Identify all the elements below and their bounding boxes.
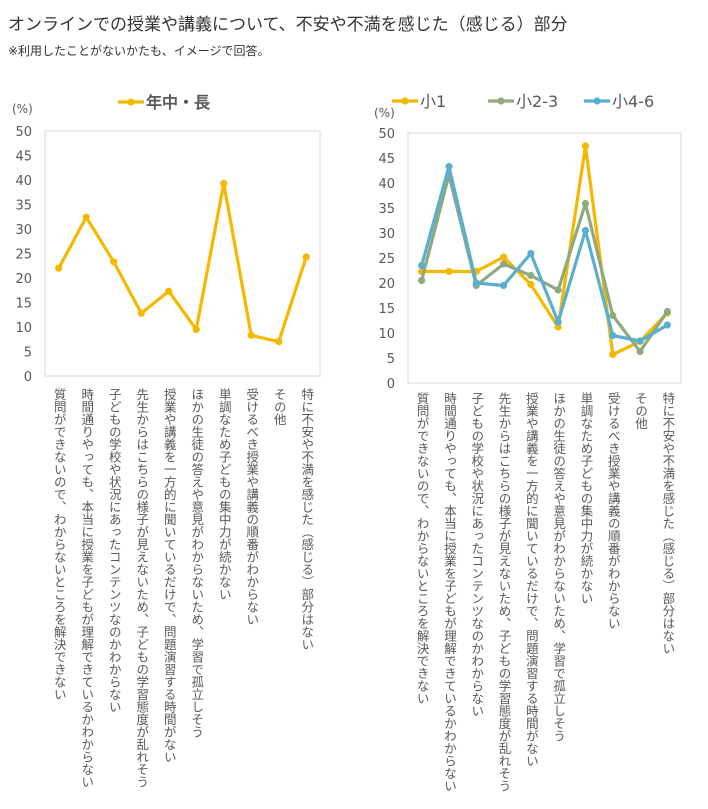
y-tick-label: 40	[378, 177, 395, 192]
y-tick-label: 35	[15, 199, 32, 214]
x-category-label: 受けるべき授業や講義の順番がわからない	[605, 392, 621, 630]
y-tick-label: 45	[378, 152, 395, 167]
data-point	[445, 162, 453, 171]
data-point	[609, 311, 617, 320]
data-point	[418, 261, 426, 270]
data-point	[609, 350, 617, 359]
y-tick-label: 25	[15, 248, 32, 263]
data-point	[663, 307, 671, 316]
y-tick-label: 50	[378, 127, 395, 142]
x-category-label: ほかの生徒の答えや意見がわからないため、学習で孤立しそう	[551, 392, 567, 742]
legend-marker	[593, 97, 601, 105]
x-category-label: 時間通りやっても、本当に授業を子どもが理解できているかわからない	[441, 392, 457, 792]
page-note: ※利用したことがないかたも、イメージで回答。	[8, 44, 270, 58]
data-point	[499, 253, 508, 261]
x-category-label: 受けるべき授業や講義の順番がわからない	[244, 388, 260, 626]
plot-area	[407, 132, 682, 384]
x-category-label: 特に不安や不満を感じた（感じる）部分はない	[299, 388, 315, 651]
data-point	[527, 249, 535, 258]
series-line-年中・長	[57, 181, 308, 344]
y-tick-label: 20	[15, 272, 32, 287]
data-point	[581, 226, 590, 235]
x-category-label: 質問ができないので、わからないところを解決できない	[414, 392, 430, 705]
data-point	[302, 253, 310, 261]
x-category-label: 単調なため子どもの集中力が続かない	[216, 388, 232, 601]
data-point	[663, 321, 671, 329]
data-point	[636, 337, 644, 345]
y-tick-label: 25	[378, 252, 395, 267]
y-tick-label: 50	[15, 125, 32, 140]
data-point	[220, 179, 228, 188]
data-point	[247, 331, 255, 339]
x-category-label: 単調なため子どもの集中力が続かない	[578, 392, 594, 605]
y-tick-label: 45	[15, 150, 32, 165]
x-category-label: ほかの生徒の答えや意見がわからないため、学習で孤立しそう	[189, 388, 205, 738]
x-category-label: 特に不安や不満を感じた（感じる）部分はない	[660, 392, 676, 655]
data-point	[445, 267, 453, 276]
y-unit-label: (%)	[374, 106, 395, 120]
data-point	[137, 309, 145, 317]
data-point	[499, 260, 508, 268]
x-category-label: 授業や講義を一方的に聞いているだけで、問題演習する時間がない	[523, 392, 539, 767]
data-point	[110, 258, 118, 266]
x-category-label: 子どもの学校や状況にあったコンテンツなのかわからない	[469, 392, 485, 717]
y-tick-label: 30	[378, 227, 395, 242]
data-point	[499, 281, 508, 290]
data-point	[581, 142, 590, 150]
legend-label: 小1	[420, 92, 446, 111]
data-point	[55, 264, 63, 272]
y-tick-label: 35	[378, 202, 395, 217]
data-point	[527, 271, 535, 280]
data-point	[609, 331, 617, 340]
x-category-label: 先生からはこちらの様子が見えないため、子どもの学習態度が乱れそう	[134, 388, 150, 788]
y-tick-label: 20	[378, 277, 395, 292]
page-title: オンラインでの授業や講義について、不安や不満を感じた（感じる）部分	[8, 15, 568, 35]
series-line-小1	[421, 144, 669, 357]
data-point	[527, 280, 535, 289]
x-category-label: 子どもの学校や状況にあったコンテンツなのかわからない	[106, 388, 122, 713]
legend-marker	[127, 98, 135, 106]
legend-marker	[497, 97, 505, 105]
x-category-label: 質問ができないので、わからないところを解決できない	[51, 388, 67, 701]
x-category-label: 授業や講義を一方的に聞いているだけで、問題演習する時間がない	[161, 388, 177, 763]
data-point	[418, 276, 426, 285]
y-tick-label: 15	[15, 297, 32, 312]
legend-label: 小2-3	[516, 92, 558, 111]
x-category-label: 先生からはこちらの様子が見えないため、子どもの学習態度が乱れそう	[496, 392, 512, 792]
y-tick-label: 0	[387, 377, 395, 392]
data-point	[581, 199, 590, 208]
series-line-小4-6	[420, 164, 669, 343]
legend-label: 小4-6	[612, 92, 654, 111]
data-point	[554, 318, 562, 326]
data-point	[472, 279, 480, 287]
data-point	[192, 325, 200, 334]
plot-area	[44, 130, 321, 377]
y-tick-label: 30	[15, 223, 32, 238]
data-point	[554, 323, 562, 331]
y-tick-label: 0	[24, 370, 32, 385]
legend-marker	[401, 97, 409, 105]
y-tick-label: 5	[24, 346, 32, 361]
data-point	[554, 286, 562, 294]
data-point	[275, 338, 283, 346]
data-point	[165, 287, 173, 295]
data-point	[82, 213, 90, 221]
y-unit-label: (%)	[12, 102, 33, 116]
data-point	[636, 347, 644, 356]
y-tick-label: 10	[15, 321, 32, 336]
legend-label: 年中・長	[146, 93, 211, 112]
y-tick-label: 10	[378, 327, 395, 342]
y-tick-label: 5	[387, 352, 395, 367]
y-tick-label: 40	[15, 174, 32, 189]
x-category-label: その他	[633, 392, 649, 430]
x-category-label: その他	[271, 388, 287, 426]
x-category-label: 時間通りやっても、本当に授業を子どもが理解できているかわからない	[79, 388, 95, 788]
y-tick-label: 15	[378, 302, 395, 317]
